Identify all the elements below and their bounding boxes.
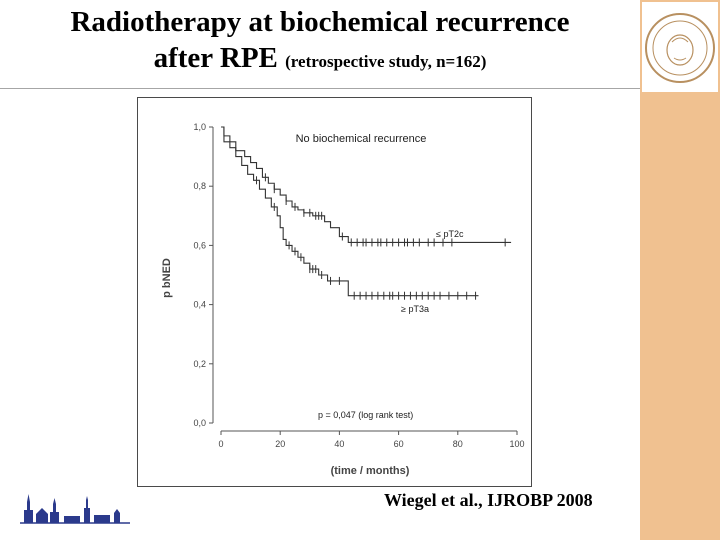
header-divider bbox=[0, 88, 640, 89]
title-subtitle: (retrospective study, n=162) bbox=[285, 52, 487, 71]
title-line-2: after RPE (retrospective study, n=162) bbox=[0, 40, 640, 80]
kaplan-meier-chart: No biochemical recurrence p bNED (time /… bbox=[161, 122, 525, 477]
survival-curve-pt3a bbox=[221, 126, 479, 297]
title-main: after RPE bbox=[153, 42, 278, 74]
dresden-skyline-logo bbox=[20, 494, 130, 524]
x-axis-label: (time / months) bbox=[331, 465, 410, 477]
p-value-annotation: p = 0,047 (log rank test) bbox=[318, 410, 413, 420]
chart-frame: No biochemical recurrence p bNED (time /… bbox=[137, 97, 532, 487]
citation: Wiegel et al., IJROBP 2008 bbox=[384, 490, 593, 510]
y-tick-label: 0,6 bbox=[193, 240, 206, 250]
y-axis-label: p bNED bbox=[161, 258, 173, 298]
x-tick-label: 60 bbox=[394, 439, 404, 449]
slide-title: Radiotherapy at biochemical recurrence a… bbox=[0, 4, 640, 80]
chart-title: No biochemical recurrence bbox=[296, 133, 427, 145]
y-tick-label: 0,0 bbox=[193, 418, 206, 428]
y-tick-label: 1,0 bbox=[193, 122, 206, 132]
x-tick-label: 20 bbox=[275, 439, 285, 449]
y-tick-label: 0,8 bbox=[193, 181, 206, 191]
legend-label-pt2c: ≤ pT2c bbox=[436, 229, 464, 239]
legend-label-pt3a: ≥ pT3a bbox=[401, 304, 429, 314]
x-tick-label: 100 bbox=[509, 439, 524, 449]
title-line-1: Radiotherapy at biochemical recurrence bbox=[70, 6, 570, 38]
y-tick-label: 0,2 bbox=[193, 359, 206, 369]
x-tick-label: 40 bbox=[334, 439, 344, 449]
university-seal bbox=[642, 2, 718, 92]
decorative-sidebar bbox=[640, 0, 720, 540]
x-tick-label: 0 bbox=[218, 439, 223, 449]
survival-curve-pt2c bbox=[221, 126, 512, 243]
x-tick-label: 80 bbox=[453, 439, 463, 449]
y-tick-label: 0,4 bbox=[193, 300, 206, 310]
